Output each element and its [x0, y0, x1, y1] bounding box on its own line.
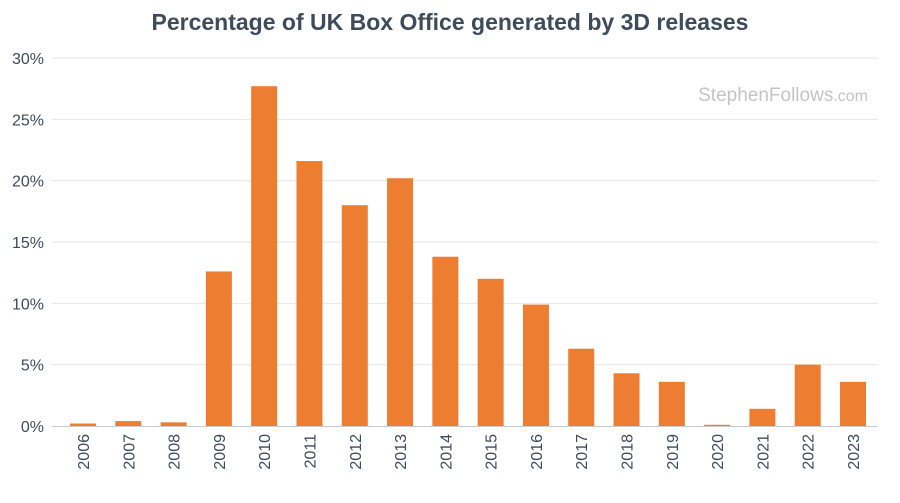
bar-2011: [296, 161, 323, 427]
bar-2022: [794, 364, 821, 426]
x-tick-label: 2015: [484, 434, 501, 470]
bar-2012: [341, 205, 368, 426]
x-tick-label: 2011: [302, 434, 319, 469]
x-tick-label: 2019: [665, 434, 682, 470]
x-tick-label: 2013: [393, 434, 410, 470]
y-tick-label: 30%: [12, 51, 44, 68]
bar-2008: [160, 422, 187, 426]
bar-2019: [658, 381, 685, 426]
x-tick-label: 2021: [755, 434, 772, 470]
x-tick-label: 2010: [257, 434, 274, 470]
x-tick-label: 2007: [121, 434, 138, 470]
y-axis-ticks: 0% 5% 10% 15% 20% 25% 30%: [12, 51, 44, 436]
watermark: StephenFollows.com: [698, 85, 868, 106]
x-tick-label: 2012: [348, 434, 365, 470]
x-tick-label: 2023: [846, 434, 863, 470]
x-tick-label: 2006: [76, 434, 93, 470]
x-tick-label: 2014: [438, 434, 455, 470]
x-axis-ticks: 2006 2007 2008 2009 2010 2011 2012 2013 2014 2015…: [76, 434, 863, 470]
bar-2018: [613, 373, 640, 426]
bar-2009: [205, 271, 232, 426]
x-tick-label: 2020: [710, 434, 727, 470]
watermark-main-text: StephenFollows: [698, 85, 833, 106]
bar-2021: [749, 408, 776, 426]
bar-2010: [251, 86, 278, 427]
x-tick-label: 2008: [167, 434, 184, 470]
y-tick-label: 0%: [21, 419, 44, 436]
bar-2014: [432, 256, 459, 426]
bar-2007: [115, 421, 142, 426]
bar-2023: [840, 381, 866, 426]
bar-2006: [70, 423, 96, 426]
bar-2016: [522, 304, 549, 426]
x-tick-label: 2018: [620, 434, 637, 470]
x-tick-label: 2017: [574, 434, 591, 470]
bar-2015: [477, 278, 504, 426]
bar-2017: [568, 348, 595, 426]
y-tick-label: 15%: [12, 235, 44, 252]
y-tick-label: 25%: [12, 112, 44, 129]
x-tick-label: 2022: [801, 434, 818, 470]
y-tick-label: 5%: [21, 358, 44, 375]
gridlines: [52, 57, 878, 366]
chart-title: Percentage of UK Box Office generated by…: [152, 9, 749, 35]
y-tick-label: 20%: [12, 174, 44, 191]
y-tick-label: 10%: [12, 296, 44, 313]
bar-2020: [704, 424, 731, 426]
bars: [70, 86, 866, 427]
x-tick-label: 2009: [212, 434, 229, 470]
bar-2013: [387, 178, 414, 426]
watermark-suffix: .com: [833, 88, 868, 105]
x-tick-label: 2016: [529, 434, 546, 470]
